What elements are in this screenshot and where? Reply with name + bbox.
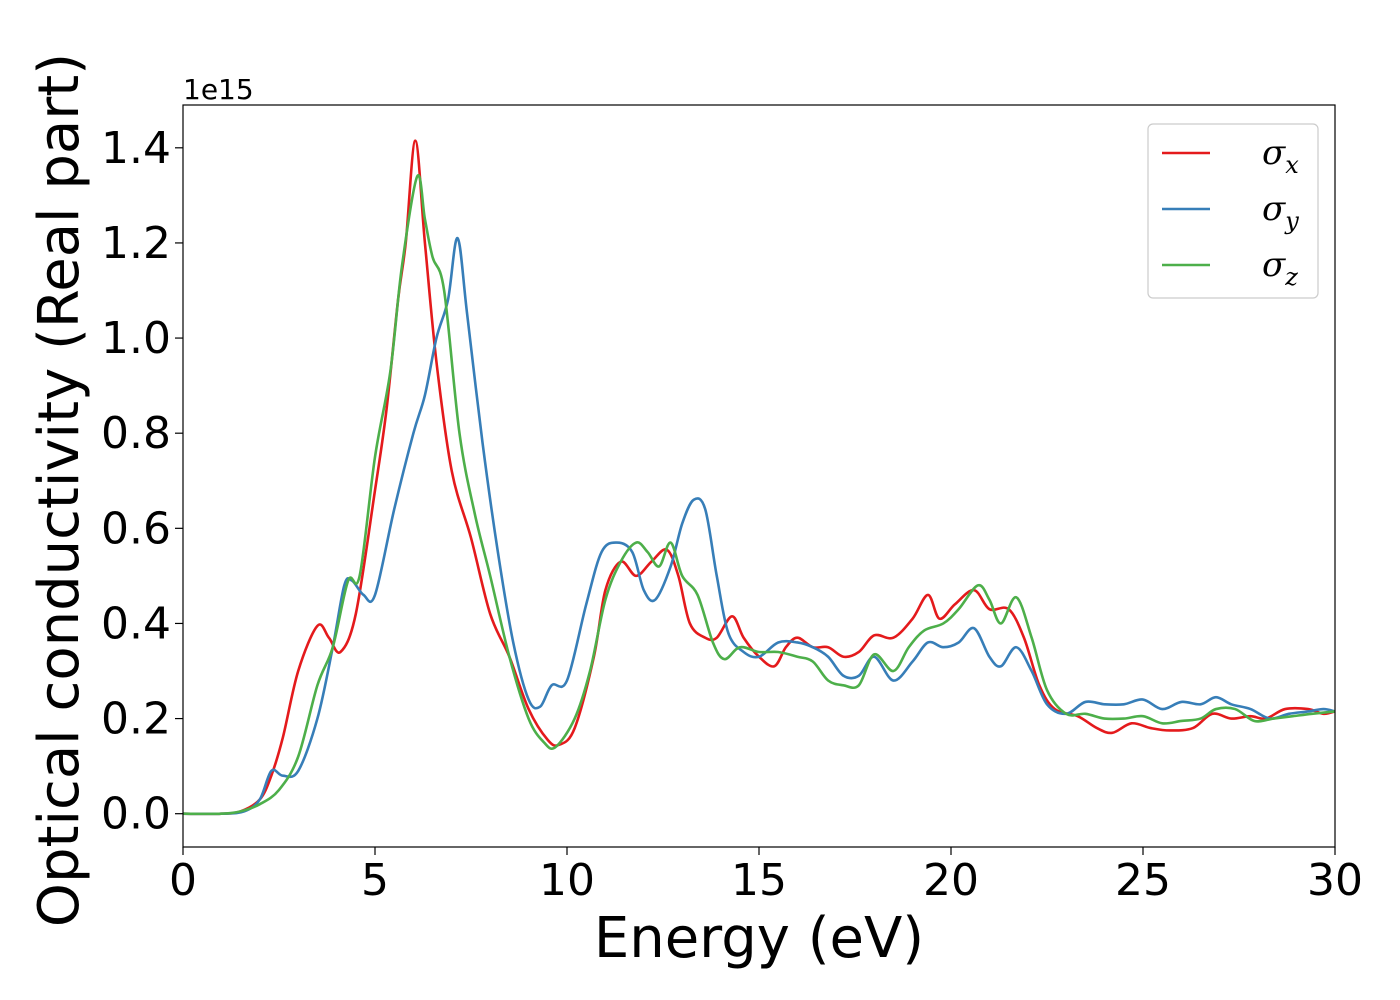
series-line-x (183, 139, 1335, 816)
legend-label-z: σz (1262, 245, 1298, 291)
series-layer (183, 139, 1335, 816)
y-offset-label: 1e15 (183, 73, 254, 106)
legend-frame (1147, 123, 1319, 299)
x-tick-label: 10 (539, 855, 595, 906)
x-tick-label: 30 (1307, 855, 1363, 906)
x-axis-title: Energy (eV) (594, 906, 924, 971)
x-axis: 0 5 10 15 20 25 30 (169, 847, 1363, 906)
x-tick-label: 15 (731, 855, 787, 906)
y-tick-label: 1.0 (101, 313, 171, 364)
y-tick-label: 0.0 (101, 789, 171, 840)
y-tick-label: 1.4 (101, 123, 171, 174)
x-tick-label: 5 (361, 855, 389, 906)
legend: σx σy σz (1147, 123, 1319, 299)
y-tick-label: 1.2 (101, 218, 171, 269)
y-axis-title: Optical conductivity (Real part) (27, 53, 92, 927)
legend-label-y: σy (1262, 189, 1299, 235)
y-tick-label: 0.8 (101, 408, 171, 459)
series-line-z (183, 174, 1335, 816)
y-tick-label: 0.4 (101, 598, 171, 649)
y-tick-label: 0.2 (101, 694, 171, 745)
x-tick-label: 0 (169, 855, 197, 906)
series-line-y (183, 236, 1335, 816)
x-tick-label: 20 (923, 855, 979, 906)
x-tick-label: 25 (1115, 855, 1171, 906)
y-axis: 0.0 0.2 0.4 0.6 0.8 1.0 1.2 1.4 (101, 123, 183, 840)
legend-label-x: σx (1262, 133, 1299, 179)
y-tick-label: 0.6 (101, 503, 171, 554)
